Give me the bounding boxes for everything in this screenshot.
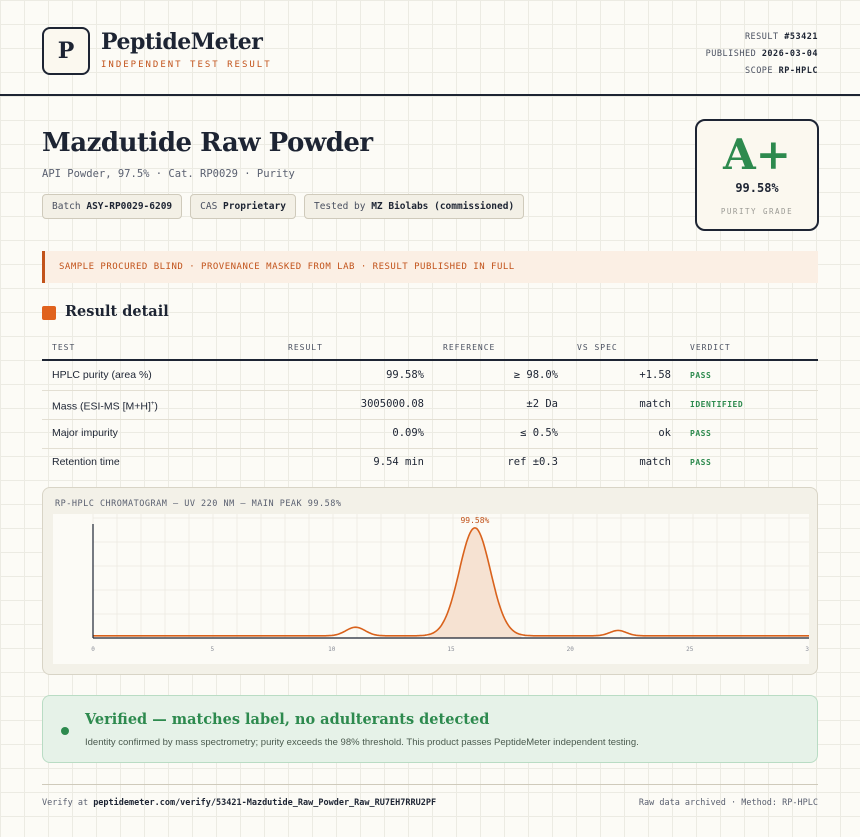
- col-header-result: RESULT: [288, 343, 323, 352]
- table-row: Major impurity 0.09% ≤ 0.5% ok PASS: [42, 419, 818, 449]
- x-tick-label: 5: [210, 646, 214, 653]
- cell-test: Major impurity: [52, 427, 118, 439]
- chip-value: Proprietary: [223, 201, 286, 212]
- cell-vs-spec: match: [639, 456, 671, 468]
- plot-grid: [92, 514, 809, 639]
- table-row: Mass (ESI-MS [M+H]+) 3005000.08 ±2 Da ma…: [42, 390, 818, 420]
- scope-line: SCOPE RP-HPLC: [706, 63, 818, 80]
- peak-fill: [428, 527, 522, 638]
- brand-name[interactable]: PeptideMeter: [101, 29, 263, 55]
- cas-chip: CAS Proprietary: [190, 194, 296, 219]
- x-tick-labels: 0 5 10 15 20 25 30: [91, 646, 809, 653]
- x-tick-label: 0: [91, 646, 95, 653]
- verify-label: Verify at: [42, 798, 89, 808]
- cell-verdict: PASS: [690, 429, 712, 438]
- cell-test: Mass (ESI-MS [M+H]+): [52, 390, 158, 419]
- footer-divider: [42, 784, 818, 785]
- result-meta: RESULT #53421 PUBLISHED 2026-03-04 SCOPE…: [706, 29, 818, 80]
- header-divider: [42, 359, 818, 361]
- section-marker: [42, 306, 56, 320]
- table-row: HPLC purity (area %) 99.58% ≥ 98.0% +1.5…: [42, 361, 818, 391]
- cell-reference: ref ±0.3: [507, 456, 558, 468]
- footer-method: Raw data archived · Method: RP-HPLC: [638, 798, 818, 808]
- section-title: Result detail: [65, 303, 169, 320]
- page-title: Mazdutide Raw Powder: [42, 128, 373, 158]
- cell-test: Retention time: [52, 456, 120, 468]
- cell-result: 0.09%: [392, 427, 424, 439]
- tested-by-chip: Tested by MZ Biolabs (commissioned): [303, 194, 525, 219]
- cell-vs-spec: match: [639, 398, 671, 410]
- published-line: PUBLISHED 2026-03-04: [706, 46, 818, 63]
- purity-grade-badge: A+ 99.58% PURITY GRADE: [695, 119, 819, 231]
- cell-vs-spec: ok: [658, 427, 671, 439]
- x-tick-label: 20: [567, 646, 575, 653]
- cell-test-text: Mass (ESI-MS [M+H]: [52, 400, 151, 413]
- result-id: #53421: [784, 32, 818, 42]
- verified-dot-icon: [61, 727, 69, 735]
- chromatogram-panel: RP-HPLC CHROMATOGRAM — UV 220 NM — MAIN …: [42, 487, 818, 675]
- published-date: 2026-03-04: [761, 49, 818, 59]
- verified-banner: Verified — matches label, no adulterants…: [42, 695, 818, 763]
- x-tick-label: 30: [805, 646, 809, 653]
- grade-label: PURITY GRADE: [720, 207, 794, 216]
- plot-background: [53, 514, 809, 664]
- scope-label: SCOPE: [744, 66, 774, 76]
- x-tick-label: 10: [328, 646, 336, 653]
- procurement-notice: SAMPLE PROCURED BLIND · PROVENANCE MASKE…: [42, 251, 818, 283]
- chromatogram-chart: 0 5 10 15 20 25 30 99.58%: [53, 514, 809, 664]
- published-label: PUBLISHED: [705, 49, 757, 59]
- footer-verify: Verify at peptidemeter.com/verify/53421-…: [42, 798, 436, 808]
- grade-letter: A+: [723, 130, 791, 179]
- chip-label: Batch: [52, 201, 81, 212]
- chip-value: MZ Biolabs (commissioned): [371, 201, 515, 212]
- chip-label: Tested by: [313, 201, 366, 212]
- cell-verdict: PASS: [690, 371, 712, 380]
- cell-verdict: IDENTIFIED: [690, 400, 744, 409]
- cell-verdict: PASS: [690, 458, 712, 467]
- chromatogram-title: RP-HPLC CHROMATOGRAM — UV 220 NM — MAIN …: [55, 499, 342, 509]
- brand-logo[interactable]: P: [42, 27, 90, 75]
- brand-tagline: INDEPENDENT TEST RESULT: [101, 60, 272, 70]
- cell-reference: ±2 Da: [526, 398, 558, 410]
- chip-label: CAS: [200, 201, 218, 212]
- col-header-test: TEST: [52, 343, 76, 352]
- cell-reference: ≥ 98.0%: [513, 369, 558, 381]
- cell-test: HPLC purity (area %): [52, 369, 152, 381]
- x-tick-label: 25: [686, 646, 694, 653]
- col-header-vs-spec: VS SPEC: [577, 343, 618, 352]
- verify-link[interactable]: peptidemeter.com/verify/53421-Mazdutide_…: [93, 798, 437, 808]
- grade-value: 99.58%: [735, 181, 779, 195]
- chromatogram-series-line: [93, 526, 809, 637]
- col-header-verdict: VERDICT: [690, 343, 731, 352]
- product-chips: Batch ASY-RP0029-6209 CAS Proprietary Te…: [42, 194, 525, 219]
- cell-test-sup: +: [150, 401, 155, 407]
- chip-value: ASY-RP0029-6209: [86, 201, 173, 212]
- cell-reference: ≤ 0.5%: [520, 427, 558, 439]
- peak-label: 99.58%: [460, 516, 489, 525]
- table-row: Retention time 9.54 min ref ±0.3 match P…: [42, 448, 818, 477]
- verified-title: Verified — matches label, no adulterants…: [85, 711, 490, 728]
- result-id-line: RESULT #53421: [706, 29, 818, 46]
- x-tick-label: 15: [447, 646, 455, 653]
- cell-result: 9.54 min: [373, 456, 424, 468]
- cell-result: 99.58%: [386, 369, 424, 381]
- cell-test-end: ): [154, 400, 158, 413]
- product-subtitle: API Powder, 97.5% · Cat. RP0029 · Purity: [42, 168, 295, 180]
- batch-chip: Batch ASY-RP0029-6209: [42, 194, 183, 219]
- cell-result: 3005000.08: [360, 398, 424, 410]
- cell-vs-spec: +1.58: [639, 369, 671, 381]
- verified-text: Identity confirmed by mass spectrometry;…: [85, 737, 639, 748]
- result-id-label: RESULT: [744, 32, 779, 42]
- header: P PeptideMeter INDEPENDENT TEST RESULT R…: [0, 0, 860, 96]
- scope-value: RP-HPLC: [778, 66, 818, 76]
- col-header-reference: REFERENCE: [443, 343, 496, 352]
